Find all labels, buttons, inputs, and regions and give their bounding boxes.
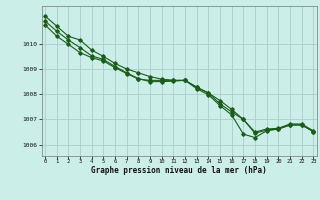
X-axis label: Graphe pression niveau de la mer (hPa): Graphe pression niveau de la mer (hPa) [91,166,267,175]
